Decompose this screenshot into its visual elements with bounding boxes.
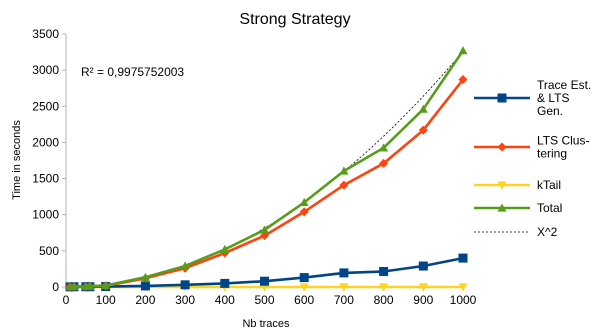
x-tick-label: 600 [294, 293, 314, 307]
series-layer [65, 46, 468, 292]
series-line [69, 78, 465, 289]
legend-item: X^2 [474, 225, 558, 239]
data-point [418, 104, 428, 113]
data-point [379, 283, 389, 292]
series-trace-est-lts-gen- [65, 253, 468, 292]
legend-label: X^2 [537, 225, 558, 239]
axes: 0 500 1000 1500 2000 2500 3000 3500 0 100 200 300 40… [32, 27, 476, 307]
series-line [69, 49, 465, 288]
y-tick-label: 3500 [32, 27, 59, 41]
data-point [299, 197, 309, 207]
x-tick-label: 100 [96, 293, 116, 307]
x-tick-label: 200 [135, 293, 155, 307]
data-point [69, 281, 79, 291]
series-lts-clustering [65, 75, 468, 292]
x-tick-label: 700 [334, 293, 354, 307]
x-tick-label: 0 [63, 293, 70, 307]
legend-label: & LTS [537, 91, 569, 105]
data-point [220, 278, 230, 288]
data-point [418, 261, 428, 271]
legend-label: Gen. [537, 104, 563, 118]
legend-marker [497, 142, 507, 152]
x-tick-label: 800 [374, 293, 394, 307]
data-point [180, 261, 190, 270]
x-axis-label: Nb traces [242, 318, 290, 330]
data-point [140, 281, 150, 291]
data-point [458, 46, 468, 55]
data-point [458, 75, 468, 85]
legend-label: Total [537, 201, 562, 215]
data-point [339, 166, 349, 175]
data-point [299, 207, 309, 217]
legend-label: tering [537, 147, 567, 161]
x-tick-label: 300 [175, 293, 195, 307]
y-tick-label: 500 [39, 244, 59, 258]
legend-marker [497, 203, 507, 212]
data-point [458, 253, 468, 263]
y-tick-label: 3000 [32, 63, 59, 77]
data-point [299, 283, 309, 292]
legend-item: LTS Clus-tering [474, 134, 589, 161]
data-point [379, 266, 389, 276]
r-squared-annotation: R² = 0,9975752003 [81, 65, 184, 79]
data-point [379, 158, 389, 168]
data-point [458, 283, 468, 292]
data-point [85, 281, 95, 290]
y-tick-label: 1500 [32, 172, 59, 186]
data-point [379, 143, 389, 152]
data-point [418, 125, 428, 135]
y-tick-label: 0 [52, 280, 59, 294]
data-point [180, 280, 190, 290]
legend-label: Trace Est. [537, 78, 591, 92]
x-tick-label: 1000 [450, 293, 477, 307]
legend-label: LTS Clus- [537, 134, 589, 148]
data-point [140, 272, 150, 281]
series-total [65, 46, 468, 291]
x-tick-label: 900 [413, 293, 433, 307]
y-axis-label: Time in seconds [11, 120, 23, 200]
y-tick-label: 2000 [32, 135, 59, 149]
y-tick-label: 2500 [32, 99, 59, 113]
data-point [260, 225, 269, 234]
trendline-x2 [66, 51, 464, 288]
data-point [339, 180, 349, 190]
data-point [260, 276, 269, 286]
data-point [101, 280, 111, 290]
x-tick-label: 400 [215, 293, 235, 307]
data-point [220, 244, 230, 254]
y-tick-label: 1000 [32, 208, 59, 222]
legend-label: kTail [537, 178, 561, 192]
legend-item: kTail [474, 178, 561, 192]
chart-title: Strong Strategy [239, 11, 350, 28]
data-point [339, 268, 349, 278]
legend-marker [497, 181, 507, 190]
data-point [339, 283, 349, 292]
data-point [418, 283, 428, 292]
legend-item: Total [474, 201, 562, 215]
data-point [299, 273, 309, 283]
x-tick-label: 500 [254, 293, 274, 307]
legend-marker [497, 93, 507, 103]
